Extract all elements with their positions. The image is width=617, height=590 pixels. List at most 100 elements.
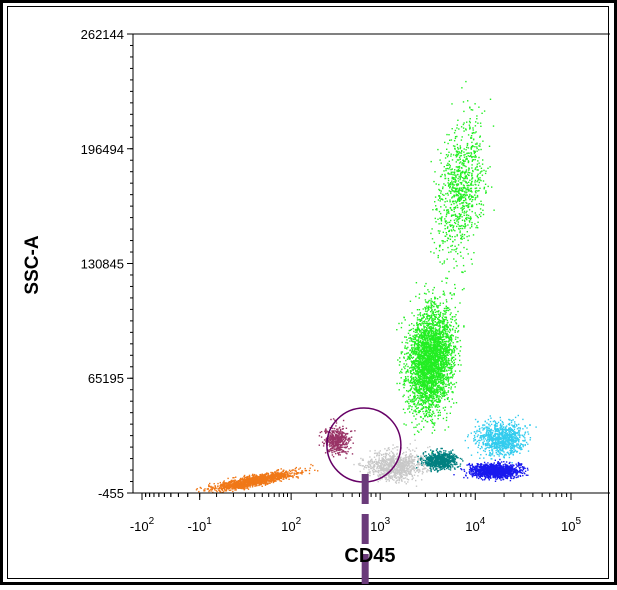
event-dot [420, 345, 422, 347]
event-dot [439, 372, 441, 374]
event-dot [407, 355, 409, 358]
event-dot [418, 323, 421, 325]
event-dot [393, 458, 395, 460]
event-dot [277, 478, 279, 481]
event-dot [395, 472, 397, 474]
event-dot [381, 458, 384, 461]
event-dot [430, 314, 433, 316]
event-dot [352, 442, 354, 444]
event-dot [219, 487, 221, 490]
event-dot [418, 463, 420, 465]
event-dot [446, 325, 449, 327]
event-dot [394, 475, 397, 477]
event-dot [379, 450, 381, 452]
event-dot [336, 439, 338, 441]
event-dot [428, 378, 430, 380]
event-dot [401, 459, 403, 461]
event-dot [228, 489, 231, 491]
event-dot [379, 474, 381, 477]
event-dot [242, 482, 245, 484]
event-dot [338, 436, 340, 439]
event-dot [418, 355, 420, 357]
event-dot [415, 485, 418, 487]
event-dot [446, 319, 449, 322]
event-dot [426, 407, 428, 409]
event-dot [448, 366, 450, 369]
event-dot [388, 462, 390, 464]
event-dot [437, 311, 440, 313]
event-dot [245, 485, 247, 487]
event-dot [361, 465, 364, 467]
event-dot [417, 339, 419, 341]
event-dot [345, 432, 347, 435]
event-dot [390, 472, 392, 474]
event-dot [257, 479, 259, 481]
event-dot [223, 487, 225, 490]
event-dot [459, 350, 461, 352]
event-dot [426, 395, 428, 398]
event-dot [420, 342, 422, 345]
event-dot [378, 470, 380, 472]
event-dot [342, 419, 345, 422]
event-dot [428, 299, 430, 302]
event-dot [447, 321, 449, 324]
event-dot [449, 348, 452, 351]
event-dot [414, 337, 417, 340]
event-dot [419, 355, 421, 357]
event-dot [235, 489, 237, 491]
event-dot [384, 476, 386, 479]
event-dot [449, 366, 451, 369]
event-dot [223, 484, 226, 486]
event-dot [435, 382, 438, 384]
event-dot [334, 441, 336, 443]
event-dot [406, 478, 408, 480]
event-dot [278, 475, 281, 477]
event-dot [420, 335, 422, 337]
event-dot [421, 333, 423, 336]
event-dot [442, 344, 444, 346]
event-dot [284, 471, 287, 473]
event-dot [409, 371, 412, 374]
event-dot [398, 471, 400, 474]
event-dot [375, 458, 377, 461]
event-dot [237, 480, 240, 483]
event-dot [379, 470, 381, 472]
event-dot [259, 475, 261, 477]
event-dot [427, 397, 430, 400]
event-dot [229, 482, 231, 484]
event-dot [288, 478, 290, 480]
event-dot [440, 362, 443, 365]
event-dot [394, 461, 396, 463]
event-dot [439, 334, 441, 336]
event-dot [415, 384, 417, 386]
event-dot [422, 378, 424, 380]
event-dot [369, 461, 371, 463]
event-dot [433, 404, 435, 406]
event-dot [443, 307, 446, 310]
event-dot [396, 446, 398, 448]
event-dot [248, 474, 251, 477]
event-dot [250, 483, 253, 485]
event-dot [251, 486, 254, 488]
event-dot [331, 435, 333, 438]
event-dot [331, 450, 333, 452]
event-dot [435, 358, 437, 361]
event-dot [413, 345, 416, 347]
event-dot [264, 474, 267, 476]
event-dot [441, 346, 444, 348]
event-dot [440, 386, 442, 388]
event-dot [331, 433, 334, 435]
event-dot [445, 356, 448, 359]
event-dot [206, 488, 208, 490]
event-dot [400, 458, 402, 461]
event-dot [298, 468, 300, 470]
event-dot [262, 474, 264, 476]
event-dot [400, 464, 403, 466]
event-dot [436, 323, 438, 325]
event-dot [390, 468, 392, 470]
event-dot [339, 433, 341, 435]
event-dot [396, 452, 398, 455]
event-dot [449, 344, 451, 346]
event-dot [397, 465, 400, 467]
event-dot [410, 382, 412, 384]
